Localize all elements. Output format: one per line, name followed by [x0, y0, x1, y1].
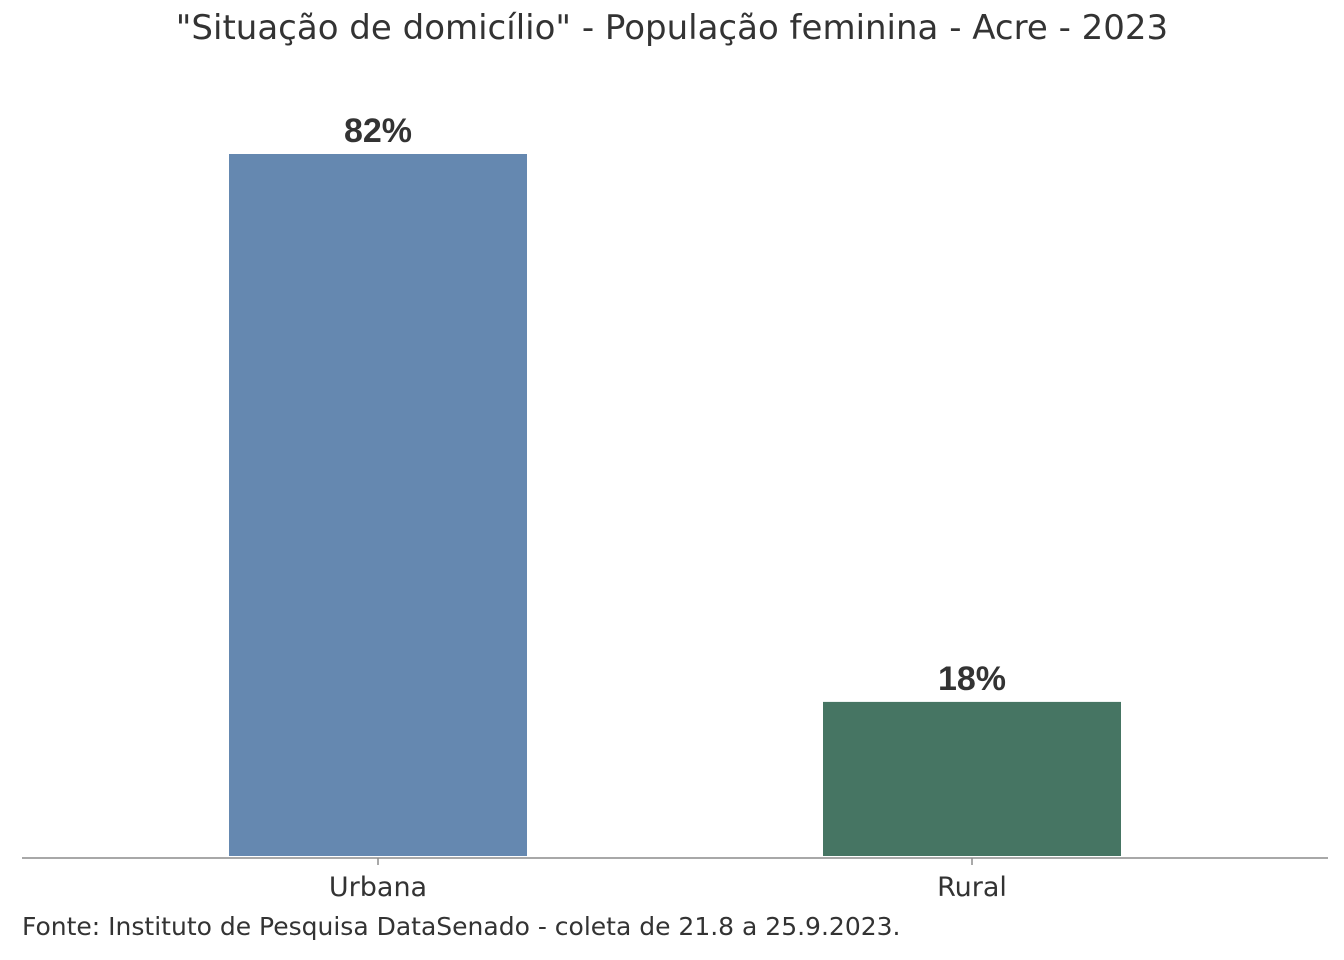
x-tick-label-rural: Rural	[937, 872, 1007, 903]
data-label-rural: 18%	[938, 660, 1006, 698]
ticks-layer: Urbana Rural	[329, 858, 1007, 903]
bars-layer: 82% 18%	[229, 112, 1121, 856]
chart-title: "Situação de domicílio" - População femi…	[175, 8, 1169, 48]
bar-rural	[823, 701, 1121, 856]
source-note: Fonte: Instituto de Pesquisa DataSenado …	[22, 912, 901, 941]
data-label-urbana: 82%	[344, 112, 412, 150]
bar-urbana	[229, 154, 527, 856]
x-tick-label-urbana: Urbana	[329, 872, 427, 903]
